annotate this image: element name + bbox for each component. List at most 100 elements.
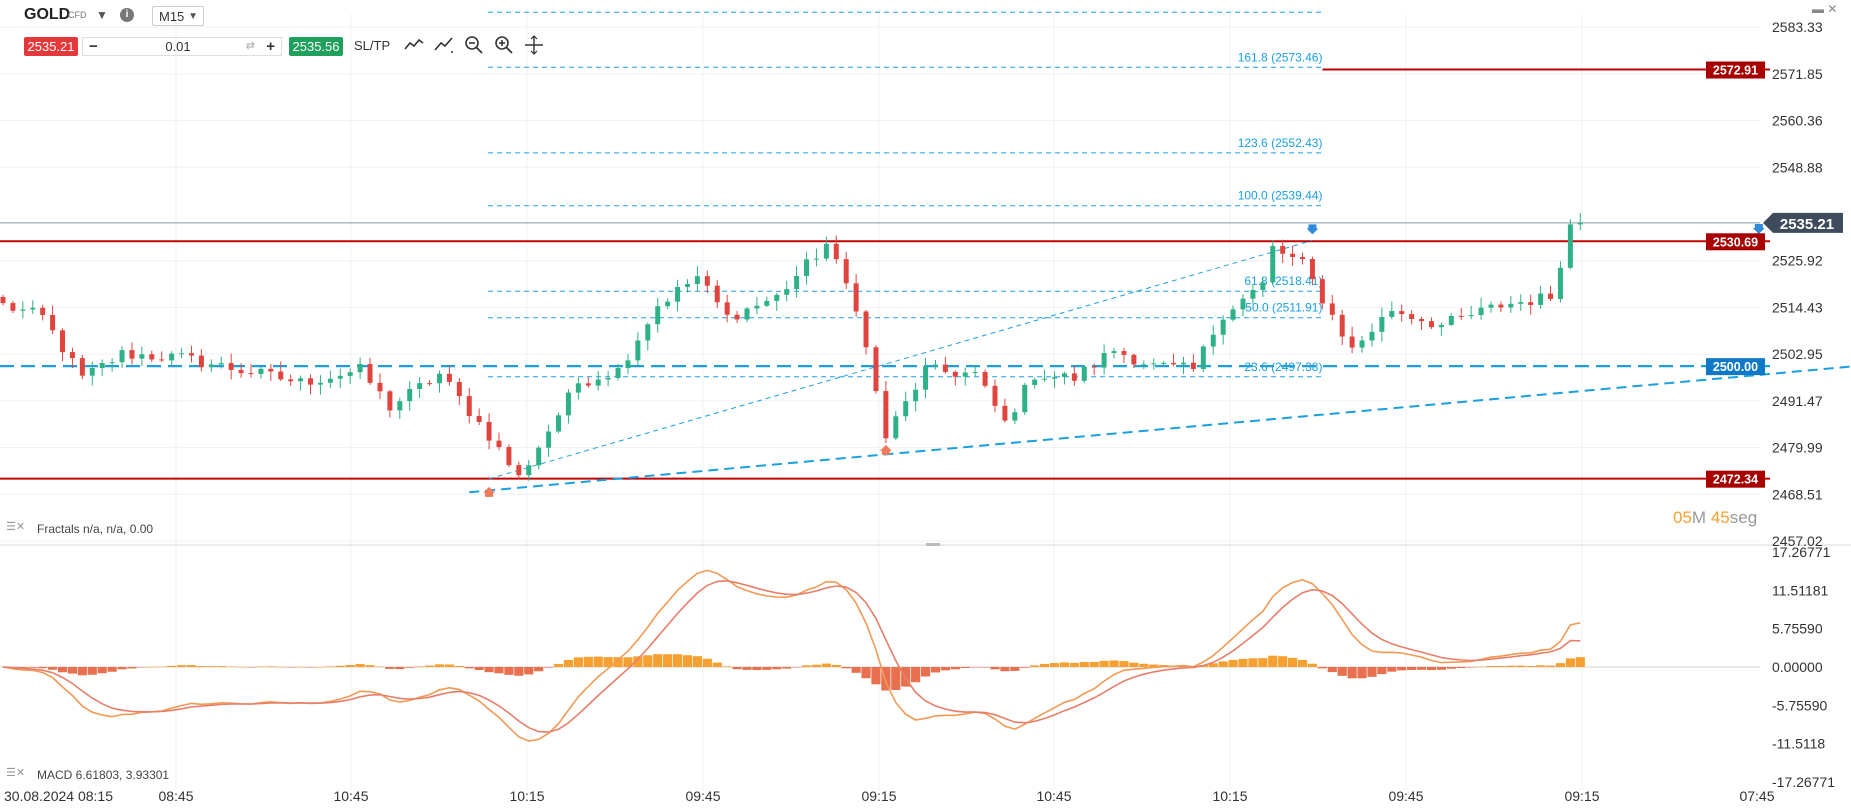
macd-histogram-bar [950,667,960,670]
candle-body [843,259,849,284]
candle-body [873,347,879,392]
macd-histogram-bar [563,659,574,667]
candle-body [179,353,185,355]
fib-label: 100.0 (2539.44) [1238,189,1323,203]
candle-body [308,378,314,385]
macd-settings-icon[interactable]: ☰✕ [6,767,26,779]
sltp-button[interactable]: SL/TP [354,38,391,53]
buy-button[interactable]: 2535.56 [289,37,343,56]
time-tick-label: 10:15 [1212,788,1247,804]
candle-body [684,284,690,287]
candle-body [1280,245,1286,254]
candle-body [119,350,125,363]
macd-histogram-bar [1089,661,1099,667]
candle-body [556,415,562,432]
candle-body [546,431,552,448]
candle-body [823,243,829,259]
macd-histogram-bar [107,667,117,672]
macd-histogram-bar [117,667,127,670]
indicator-settings-icon[interactable]: ☰✕ [6,521,26,533]
drawing-tool-icon[interactable] [433,34,455,56]
swap-icon[interactable]: ⇄ [245,40,255,52]
candle-body [1508,303,1514,308]
macd-histogram-bar [1555,663,1566,667]
zoom-in-icon[interactable] [493,34,515,56]
panel-resize-handle [926,543,940,546]
macd-histogram-bar [77,667,87,676]
trendline [469,365,1851,494]
macd-histogram-bar [1486,665,1496,667]
volume-decrease-button[interactable]: − [89,38,98,55]
timeframe-value: M15 [159,9,185,24]
macd-histogram-bar [464,667,474,669]
candle-body [109,362,115,364]
macd-histogram-bar [67,667,78,674]
macd-histogram-bar [305,667,316,668]
close-icon[interactable]: ✕ [1827,2,1838,16]
price-tick-label: 2560.36 [1772,113,1823,129]
line-chart-icon[interactable] [403,34,425,56]
macd-histogram-bar [157,666,167,668]
candle-body [714,285,720,303]
candle-body [476,415,482,422]
crosshair-icon[interactable] [523,34,545,56]
macd-histogram-bar [881,667,891,691]
volume-increase-button[interactable]: + [266,38,275,55]
candle-body [387,391,393,411]
timeframe-select[interactable]: M15 ▼ [152,6,204,26]
macd-histogram-bar [1407,667,1417,670]
candle-body [536,447,542,466]
macd-histogram-bar [484,667,494,673]
candle-body [1448,315,1454,325]
macd-histogram-bar [1506,665,1516,667]
candle-body [665,301,671,307]
macd-histogram-bar [1020,667,1030,668]
candle-body [962,372,968,377]
minimize-icon[interactable]: ▬ [1812,2,1824,16]
macd-histogram-bar [514,667,524,676]
macd-histogram-bar [1178,665,1189,667]
candle-body [288,379,294,382]
candle-body [159,359,165,361]
macd-histogram-bar [1327,667,1337,673]
macd-histogram-bar [891,667,901,691]
signal-line [2,579,1581,733]
candle-body [1210,334,1216,347]
candle-countdown: 05M 45seg [1673,508,1758,527]
macd-panel [0,569,1760,742]
symbol-name[interactable]: GOLD [24,6,71,23]
sell-button[interactable]: 2535.21 [24,37,78,56]
candle-body [635,340,641,361]
level-tag-label: 2572.91 [1713,64,1758,78]
candle-body [89,367,95,376]
candle-body [1369,331,1375,341]
candle-body [456,381,462,397]
macd-histogram-bar [752,667,762,671]
zoom-out-icon[interactable] [463,34,485,56]
candle-body [60,330,66,353]
macd-histogram-bar [415,666,425,667]
candle-body [208,364,214,368]
macd-histogram-bar [186,665,197,667]
macd-histogram-bar [1069,662,1079,667]
candle-body [1349,336,1355,348]
symbol-dropdown-icon[interactable]: ▼ [96,8,108,22]
macd-histogram-bar [127,667,137,669]
macd-histogram-bar [1476,666,1486,668]
macd-histogram-bar [1377,667,1387,675]
macd-histogram-bar [48,667,58,670]
candle-body [1141,364,1147,366]
macd-histogram-bar [613,657,623,667]
candle-body [69,352,75,359]
volume-stepper: − 0.01 ⇄ + [82,37,282,56]
candle-body [228,363,234,370]
macd-histogram-bar [1575,657,1585,667]
fractal-markers [483,224,1765,497]
candle-body [1190,362,1196,370]
candle-body [436,373,442,384]
volume-input[interactable]: 0.01 [165,39,191,54]
info-icon[interactable]: i [120,8,134,22]
macd-histogram-bar [871,667,881,685]
macd-histogram-bar [544,667,554,668]
